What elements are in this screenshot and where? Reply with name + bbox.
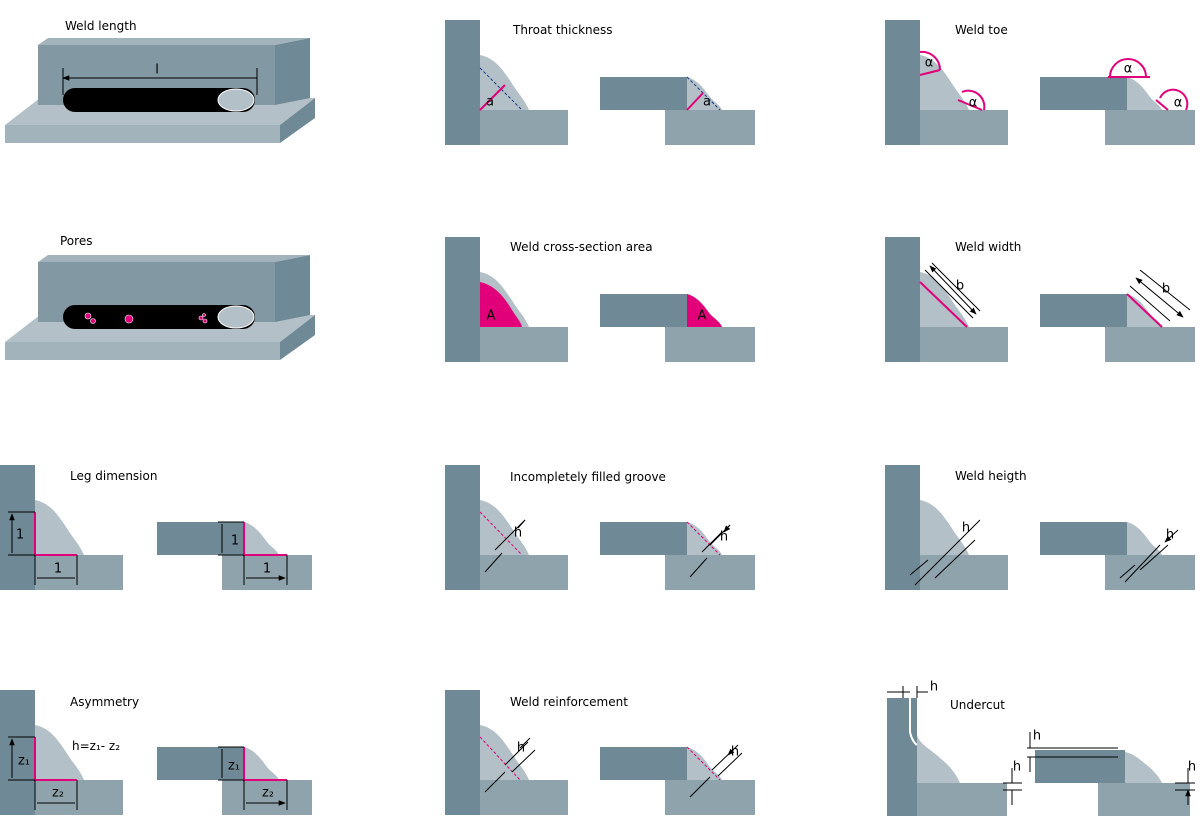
plate — [887, 698, 917, 816]
title: Undercut — [950, 698, 1005, 712]
title: Throat thickness — [512, 23, 613, 37]
area-fill — [480, 282, 722, 327]
dimension-arrow — [12, 514, 285, 578]
label: z₂ — [262, 786, 274, 801]
label: h — [517, 741, 525, 756]
weld — [1125, 752, 1162, 783]
label: h — [514, 526, 522, 541]
dimension-arrow — [484, 737, 739, 798]
throat-line — [479, 84, 704, 111]
lap-joint — [1040, 77, 1195, 145]
pores-panel: Pores — [4, 234, 316, 361]
t-joint — [445, 20, 568, 145]
leg-dimension-panel: Leg dimension 1 1 1 1 — [0, 465, 312, 590]
weld — [917, 735, 960, 783]
dimension-line — [63, 68, 258, 95]
weld-toe-panel: Weld toe α α α α — [885, 20, 1195, 145]
nominal-line — [479, 511, 721, 556]
label: 1 — [231, 534, 239, 549]
base — [917, 783, 1007, 816]
extension-line — [504, 741, 743, 777]
label: a — [486, 95, 494, 110]
label: z₁ — [18, 754, 30, 769]
dimension-arrow — [1135, 277, 1184, 318]
t-joint — [885, 465, 1008, 590]
lap-joint — [600, 522, 755, 590]
label: A — [698, 309, 707, 324]
cross-section-panel: Weld cross-section area A A — [445, 237, 755, 362]
undercut-panel: Undercut h h h h — [887, 680, 1196, 816]
title: Pores — [60, 234, 92, 248]
t-joint — [885, 237, 1008, 362]
pores — [84, 312, 208, 324]
dimension-arrow — [484, 519, 730, 578]
title: Weld heigth — [955, 469, 1027, 483]
label: b — [956, 279, 964, 294]
label: z₂ — [52, 786, 64, 801]
label: h — [1013, 760, 1021, 775]
weld-length-panel: Weld length l — [4, 19, 316, 144]
label: h — [1166, 528, 1174, 543]
title: Asymmetry — [70, 695, 139, 709]
throat-dashed — [479, 67, 721, 111]
lap-joint — [600, 77, 755, 145]
label: a — [703, 95, 711, 110]
asymmetry-panel: Asymmetry h=z₁- z₂ z₁ z₂ z₁ z₂ — [0, 690, 312, 815]
weld-width-panel: Weld width b b — [885, 237, 1195, 362]
title: Weld length — [65, 19, 137, 33]
base — [1098, 783, 1190, 816]
t-joint — [445, 237, 568, 362]
title: Weld toe — [955, 23, 1008, 37]
title: Weld reinforcement — [510, 695, 628, 709]
formula: h=z₁- z₂ — [72, 739, 120, 753]
plate — [1035, 750, 1125, 783]
label: α — [1174, 96, 1183, 111]
lap-joint — [157, 522, 312, 590]
label: b — [1162, 282, 1170, 297]
extension-line — [914, 529, 1169, 586]
lap-joint — [157, 747, 312, 815]
label: 1 — [263, 562, 271, 577]
dimension-arrow — [909, 519, 1179, 579]
weld-height-panel: Weld heigth h h — [885, 465, 1195, 590]
label: 1 — [16, 528, 24, 543]
nominal-line — [479, 736, 721, 781]
throat-thickness-panel: Throat thickness a a — [445, 20, 755, 145]
title: Weld width — [955, 240, 1021, 254]
undercut — [909, 698, 918, 746]
extension-line — [494, 519, 731, 553]
label: z₁ — [228, 759, 240, 774]
angle-arcs — [919, 50, 1189, 111]
lap-joint — [1040, 294, 1195, 362]
lap-joint — [600, 294, 755, 362]
label: α — [925, 56, 934, 71]
dimension-arrow — [12, 739, 285, 803]
weld-reinforcement-panel: Weld reinforcement h h — [445, 690, 755, 815]
t-joint — [885, 20, 1008, 145]
label: 1 — [54, 562, 62, 577]
label: h — [1188, 760, 1196, 775]
label: α — [969, 96, 978, 111]
plate-3d — [4, 37, 316, 144]
title: Leg dimension — [70, 469, 157, 483]
dimension-arrow — [929, 265, 977, 315]
label: h — [1033, 729, 1041, 744]
label: A — [487, 309, 496, 324]
label: h — [731, 745, 739, 760]
label: α — [1124, 62, 1133, 77]
label: h — [720, 530, 728, 545]
label: h — [962, 521, 970, 536]
title: Incompletely filled groove — [510, 470, 666, 484]
label: l — [155, 63, 159, 78]
title: Weld cross-section area — [510, 240, 653, 254]
plate-3d — [4, 254, 316, 361]
incomplete-groove-panel: Incompletely filled groove h h — [445, 465, 755, 590]
dimension-arrow — [892, 691, 1188, 805]
label: h — [930, 680, 938, 695]
